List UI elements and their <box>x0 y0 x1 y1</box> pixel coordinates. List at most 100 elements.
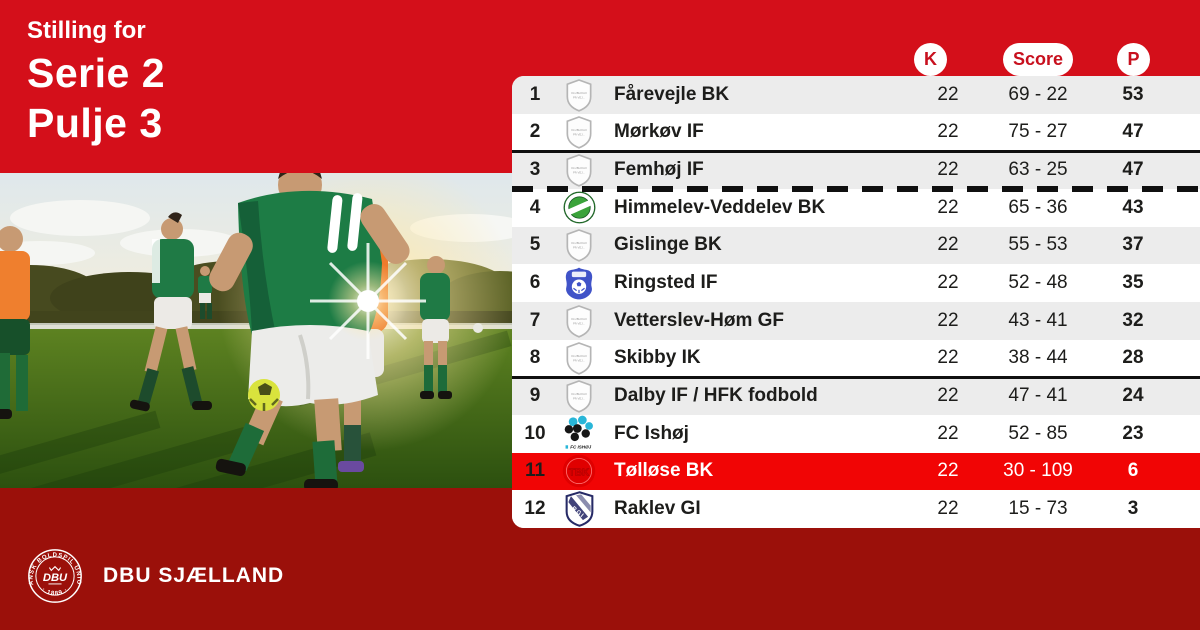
goal-score-value: 75 - 27 <box>1008 121 1068 143</box>
svg-text:FC ISHØJ: FC ISHØJ <box>570 445 591 450</box>
position-number: 12 <box>524 498 546 520</box>
table-row: 6 Ringsted IF 22 52 - 48 35 <box>512 264 1200 302</box>
goal-score-value: 65 - 36 <box>1008 196 1068 218</box>
dbu-seal-logo: DANSK BOLDSPIL UNION · 1889 · DBU <box>27 548 82 603</box>
position-number: 9 <box>529 385 541 407</box>
seal-center-text: DBU <box>43 572 68 584</box>
goal-score-value: 15 - 73 <box>1008 498 1068 520</box>
goal-score-value: 63 - 25 <box>1008 159 1068 181</box>
team-crest-icon: TBK <box>558 453 600 489</box>
team-name: Femhøj IF <box>614 159 704 181</box>
team-name: Dalby IF / HFK fodbold <box>614 385 818 407</box>
table-row: 8 KLUBLOGO PÅ VEJ... Skibby IK 22 38 - 4… <box>512 339 1200 378</box>
zone-separator-solid <box>512 375 1200 379</box>
position-number: 1 <box>529 83 541 105</box>
svg-text:KLUBLOGO: KLUBLOGO <box>571 242 587 246</box>
table-row: 12 RGI Raklev GI 22 15 - 73 3 <box>512 490 1200 528</box>
placeholder-crest-icon: KLUBLOGO PÅ VEJ... <box>566 304 592 338</box>
placeholder-crest-icon: KLUBLOGO PÅ VEJ... <box>566 229 592 263</box>
title-block: Stilling for Serie 2 Pulje 3 <box>27 14 165 148</box>
points-value: 47 <box>1122 159 1144 181</box>
points-value: 23 <box>1122 422 1144 444</box>
position-number: 5 <box>529 234 541 256</box>
position-number: 11 <box>524 460 546 482</box>
svg-text:KLUBLOGO: KLUBLOGO <box>571 91 587 95</box>
team-crest-icon: KLUBLOGO PÅ VEJ... <box>558 379 600 413</box>
svg-text:KLUBLOGO: KLUBLOGO <box>571 166 587 170</box>
svg-text:TBK: TBK <box>569 468 590 479</box>
position-number: 8 <box>529 347 541 369</box>
column-badge-matches: K <box>914 43 947 76</box>
player-right <box>420 256 483 399</box>
matches-played-value: 22 <box>937 159 959 181</box>
matches-played-value: 22 <box>937 83 959 105</box>
points-value: 37 <box>1122 234 1144 256</box>
team-crest-icon: KLUBLOGO PÅ VEJ... <box>558 341 600 376</box>
points-value: 35 <box>1122 272 1144 294</box>
position-number: 7 <box>529 309 541 331</box>
zone-separator-solid <box>512 149 1200 153</box>
placeholder-crest-icon: KLUBLOGO PÅ VEJ... <box>566 380 592 413</box>
points-value: 3 <box>1127 498 1139 520</box>
team-crest-icon: RGI <box>558 491 600 527</box>
svg-text:PÅ VEJ...: PÅ VEJ... <box>573 358 585 363</box>
distant-ball <box>473 323 483 333</box>
team-crest-icon: KLUBLOGO PÅ VEJ... <box>558 115 600 150</box>
svg-text:PÅ VEJ...: PÅ VEJ... <box>573 245 585 250</box>
table-row: 2 KLUBLOGO PÅ VEJ... Mørkøv IF 22 75 - 2… <box>512 113 1200 152</box>
seal-year-text: · 1889 · <box>40 586 68 597</box>
points-value: 47 <box>1122 121 1144 143</box>
team-crest-icon <box>558 266 600 301</box>
team-name: Gislinge BK <box>614 234 722 256</box>
goal-score-value: 38 - 44 <box>1008 347 1068 369</box>
title-series: Serie 2 <box>27 50 165 96</box>
sun-flare-icon <box>310 243 426 359</box>
points-value: 6 <box>1127 460 1139 482</box>
team-name: Vetterslev-Høm GF <box>614 309 784 331</box>
svg-text:KLUBLOGO: KLUBLOGO <box>571 129 587 133</box>
matches-played-value: 22 <box>937 460 959 482</box>
team-name: Raklev GI <box>614 498 701 520</box>
matches-played-value: 22 <box>937 272 959 294</box>
goal-score-value: 47 - 41 <box>1008 385 1068 407</box>
table-row: 7 KLUBLOGO PÅ VEJ... Vetterslev-Høm GF 2… <box>512 301 1200 340</box>
player-runner <box>129 212 212 412</box>
position-number: 2 <box>529 121 541 143</box>
football-ball <box>248 379 280 411</box>
table-row: 1 KLUBLOGO PÅ VEJ... Fårevejle BK 22 69 … <box>512 76 1200 114</box>
goal-score-value: 69 - 22 <box>1008 83 1068 105</box>
position-number: 6 <box>529 272 541 294</box>
team-name: Himmelev-Veddelev BK <box>614 196 826 218</box>
team-name: Mørkøv IF <box>614 121 704 143</box>
position-number: 4 <box>529 196 541 218</box>
placeholder-crest-icon: KLUBLOGO PÅ VEJ... <box>566 116 592 150</box>
goal-score-value: 43 - 41 <box>1008 309 1068 331</box>
team-name: Ringsted IF <box>614 272 718 294</box>
fc-ishoj-crest-icon: FC ISHØJ <box>564 415 593 450</box>
svg-text:KLUBLOGO: KLUBLOGO <box>571 392 587 396</box>
placeholder-crest-icon: KLUBLOGO PÅ VEJ... <box>566 342 592 376</box>
points-value: 53 <box>1122 83 1144 105</box>
title-pool: Pulje 3 <box>27 100 163 146</box>
table-row: 11 TBK Tølløse BK 22 30 - 109 6 <box>512 452 1200 491</box>
table-row: 5 KLUBLOGO PÅ VEJ... Gislinge BK 22 55 -… <box>512 226 1200 265</box>
standings-table: 1 KLUBLOGO PÅ VEJ... Fårevejle BK 22 69 … <box>512 76 1200 528</box>
points-value: 32 <box>1122 309 1144 331</box>
svg-text:PÅ VEJ...: PÅ VEJ... <box>573 320 585 325</box>
points-value: 28 <box>1122 347 1144 369</box>
player-distant <box>198 266 212 319</box>
footer: DANSK BOLDSPIL UNION · 1889 · DBU DBU SJ… <box>27 548 284 604</box>
team-crest-icon: KLUBLOGO PÅ VEJ... <box>558 228 600 263</box>
goal-score-value: 30 - 109 <box>1003 460 1073 482</box>
svg-text:· 1889 ·: · 1889 · <box>40 586 69 597</box>
table-row: 10 FC ISHØJ FC Ishøj 22 52 - 85 23 <box>512 414 1200 453</box>
team-crest-icon: KLUBLOGO PÅ VEJ... <box>558 78 600 112</box>
matches-played-value: 22 <box>937 498 959 520</box>
team-name: Fårevejle BK <box>614 83 730 105</box>
himmelev-crest-icon <box>563 191 595 224</box>
column-badge-score: Score <box>1003 43 1073 76</box>
placeholder-crest-icon: KLUBLOGO PÅ VEJ... <box>566 154 592 187</box>
goal-score-value: 55 - 53 <box>1008 234 1068 256</box>
zone-separator-dashed <box>512 186 1200 192</box>
